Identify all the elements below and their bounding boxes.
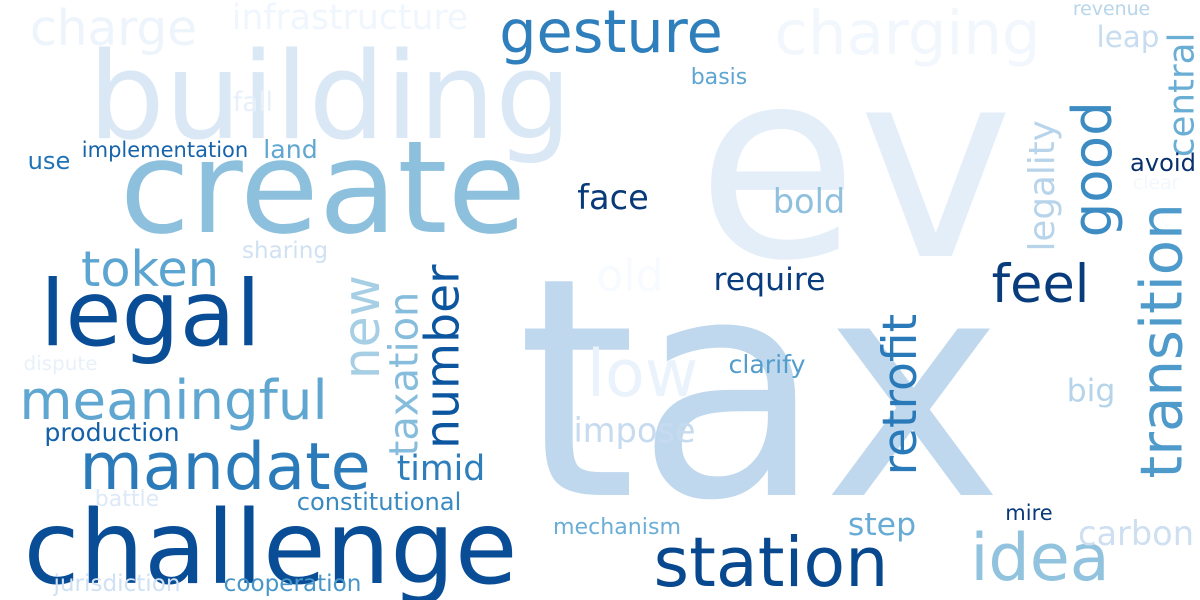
word-legality: legality <box>1022 120 1064 252</box>
word-gesture: gesture <box>499 0 723 66</box>
word-transition: transition <box>1127 202 1196 479</box>
word-cooperation: cooperation <box>223 571 362 598</box>
word-leap: leap <box>1096 20 1160 55</box>
word-central: central <box>1161 32 1200 158</box>
word-infrastructure: infrastructure <box>231 0 469 39</box>
word-battle: battle <box>94 487 160 513</box>
word-sharing: sharing <box>241 238 329 265</box>
word-dispute: dispute <box>23 350 98 375</box>
word-land: land <box>263 135 318 165</box>
word-mandate: mandate <box>79 430 371 506</box>
word-mechanism: mechanism <box>553 513 681 540</box>
word-tax: tax <box>516 211 1004 567</box>
word-retrofit: retrofit <box>872 314 928 476</box>
word-charge: charge <box>30 0 197 57</box>
word-revenue: revenue <box>1072 0 1151 20</box>
word-timid: timid <box>396 449 486 490</box>
word-require: require <box>713 262 826 299</box>
word-taxation: taxation <box>381 291 428 456</box>
word-create: create <box>119 113 527 263</box>
word-carbon: carbon <box>1078 514 1194 554</box>
word-building: building <box>88 27 572 168</box>
word-avoid: avoid <box>1130 149 1196 178</box>
word-meaningful: meaningful <box>19 367 328 432</box>
word-step: step <box>847 507 917 544</box>
word-feel: feel <box>991 253 1090 315</box>
word-new: new <box>331 274 391 380</box>
word-charging: charging <box>774 0 1041 69</box>
word-constitutional: constitutional <box>296 488 462 517</box>
word-mire: mire <box>1005 500 1053 525</box>
word-implementation: implementation <box>81 137 249 162</box>
word-jurisdiction: jurisdiction <box>53 571 181 598</box>
word-low: low <box>586 337 699 413</box>
word-production: production <box>44 418 180 448</box>
word-impose: impose <box>573 411 696 451</box>
word-idea: idea <box>970 521 1110 597</box>
word-basis: basis <box>690 65 748 91</box>
word-good: good <box>1059 100 1124 238</box>
word-old: old <box>596 250 664 302</box>
word-use: use <box>27 147 71 176</box>
word-clear: clear <box>1132 171 1180 194</box>
word-challenge: challenge <box>23 488 518 600</box>
word-big: big <box>1066 373 1116 410</box>
word-clarify: clarify <box>728 350 806 380</box>
word-bold: bold <box>772 182 846 222</box>
word-ev: ev <box>696 11 1014 318</box>
word-token: token <box>81 239 219 298</box>
word-station: station <box>653 524 889 600</box>
word-legal: legal <box>40 259 261 367</box>
word-fall: fall <box>233 88 273 119</box>
word-face: face <box>577 178 649 218</box>
